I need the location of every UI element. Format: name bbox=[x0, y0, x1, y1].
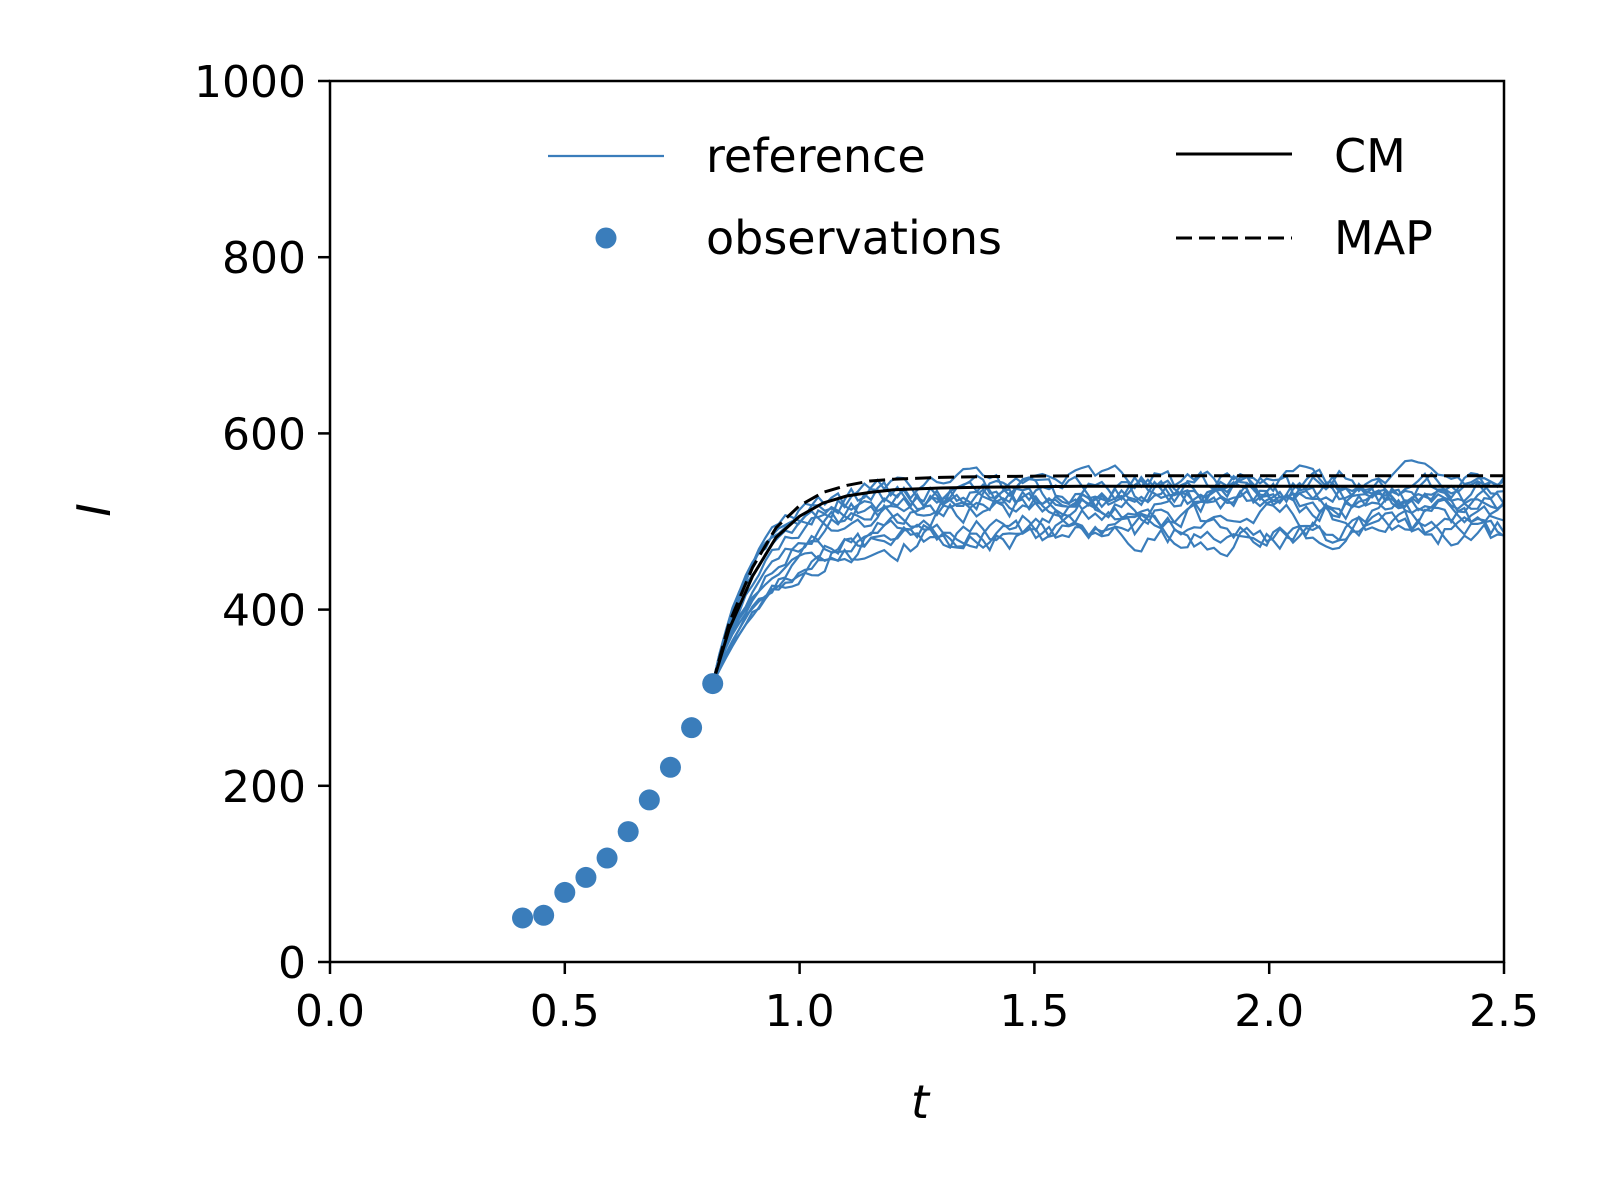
model-series bbox=[711, 474, 1504, 685]
y-tick-label: 1000 bbox=[194, 57, 306, 108]
observation-point-1 bbox=[512, 907, 534, 929]
y-tick-label: 200 bbox=[222, 762, 306, 813]
map-line bbox=[711, 474, 1504, 684]
axes-border bbox=[328, 79, 1506, 964]
observation-point-7 bbox=[638, 789, 660, 811]
y-axis-title: I bbox=[67, 503, 121, 517]
observation-point-2 bbox=[533, 904, 555, 926]
legend-observations-label: observations bbox=[706, 211, 1002, 265]
observation-point-4 bbox=[575, 866, 597, 888]
observation-point-9 bbox=[681, 717, 703, 739]
x-tick-label: 2.5 bbox=[1469, 986, 1539, 1037]
x-tick-label: 1.0 bbox=[765, 986, 835, 1037]
observation-point-5 bbox=[596, 847, 618, 869]
axes-frame bbox=[328, 79, 1506, 964]
x-axis-title: t bbox=[911, 1075, 931, 1129]
reference-line-11 bbox=[711, 464, 1505, 684]
legend-reference-label: reference bbox=[706, 129, 926, 183]
reference-line-9 bbox=[711, 511, 1505, 684]
cm-line bbox=[711, 484, 1504, 685]
legend-observations-swatch bbox=[595, 227, 617, 249]
plot-background bbox=[330, 81, 1504, 962]
x-tick-label: 1.5 bbox=[999, 986, 1069, 1037]
observation-point-3 bbox=[554, 881, 576, 903]
y-tick-label: 400 bbox=[222, 586, 306, 637]
axis-ticks: 0.0 0.5 1.0 1.5 2.0 2.5 0 200 400 600 800 1000 bbox=[194, 57, 1539, 1037]
x-tick-label: 0.0 bbox=[295, 986, 365, 1037]
y-tick-label: 800 bbox=[222, 233, 306, 284]
reference-line-12 bbox=[711, 459, 1505, 684]
y-tick-label: 0 bbox=[278, 938, 306, 989]
observation-point-6 bbox=[617, 821, 639, 843]
y-tick-label: 600 bbox=[222, 409, 306, 460]
legend: reference observations CM MAP bbox=[548, 129, 1433, 265]
legend-map-label: MAP bbox=[1334, 211, 1433, 265]
x-tick-label: 2.0 bbox=[1234, 986, 1304, 1037]
reference-line-2 bbox=[711, 497, 1505, 685]
observation-series bbox=[512, 673, 724, 929]
reference-line-8 bbox=[711, 477, 1505, 685]
observation-point-8 bbox=[659, 756, 681, 778]
reference-line-4 bbox=[711, 503, 1505, 685]
x-tick-label: 0.5 bbox=[530, 986, 600, 1037]
plot-area bbox=[330, 81, 1504, 962]
legend-cm-label: CM bbox=[1334, 129, 1406, 183]
reference-series bbox=[711, 459, 1505, 685]
observation-point-10 bbox=[702, 673, 724, 695]
